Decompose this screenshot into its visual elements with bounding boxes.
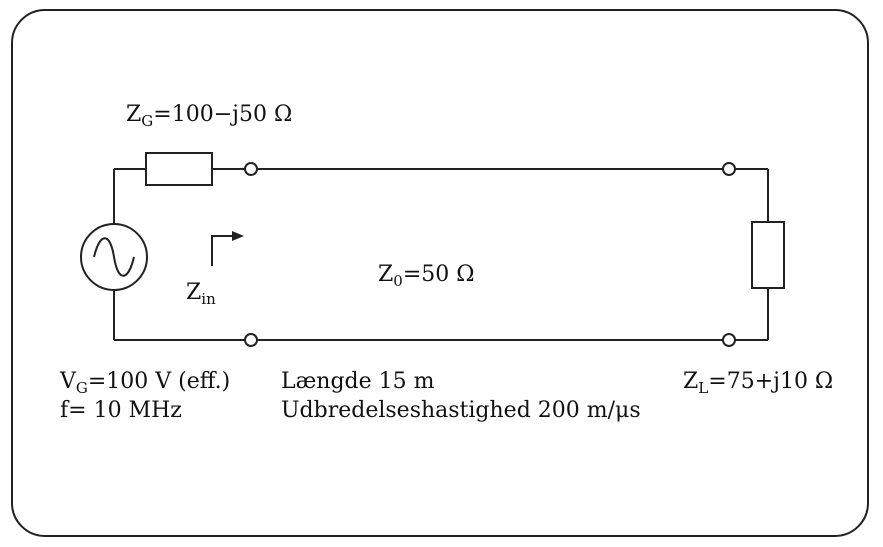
line-length-label: Længde 15 m	[281, 369, 435, 394]
load-impedance-label: ZL=75+j10 Ω	[683, 369, 834, 397]
source-voltage-label: VG=100 V (eff.)	[60, 369, 231, 397]
load-impedance-resistor	[751, 221, 785, 289]
sine-wave-icon	[93, 237, 135, 277]
characteristic-impedance-label: Z0=50 Ω	[378, 262, 475, 290]
input-impedance-arrowhead	[232, 231, 244, 241]
output-terminal-top	[722, 162, 736, 176]
input-impedance-arrow	[211, 235, 232, 266]
ac-voltage-source-icon	[80, 223, 148, 291]
input-impedance-label: Zin	[186, 280, 216, 308]
input-terminal-top	[244, 162, 258, 176]
input-terminal-bottom	[244, 333, 258, 347]
diagram-frame	[11, 9, 869, 537]
frequency-label: f= 10 MHz	[60, 398, 182, 423]
propagation-velocity-label: Udbredelseshastighed 200 m/μs	[281, 398, 641, 423]
output-terminal-bottom	[722, 333, 736, 347]
source-impedance-label: ZG=100−j50 Ω	[126, 102, 293, 130]
source-impedance-resistor	[145, 152, 213, 186]
